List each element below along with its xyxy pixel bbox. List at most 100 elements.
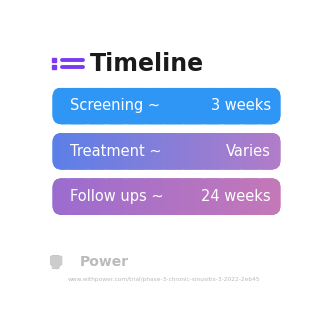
Bar	[164, 178, 167, 215]
Bar	[174, 88, 177, 124]
Bar	[87, 178, 89, 215]
Bar	[212, 178, 215, 215]
Bar	[69, 88, 72, 124]
Bar	[241, 178, 243, 215]
Bar	[214, 88, 217, 124]
Bar	[224, 133, 226, 169]
Text: Varies: Varies	[226, 144, 271, 159]
Bar	[275, 178, 277, 215]
Bar	[144, 88, 146, 124]
Bar	[132, 88, 135, 124]
Bar	[54, 133, 57, 169]
Bar	[123, 133, 125, 169]
Bar	[172, 133, 175, 169]
Bar	[271, 133, 274, 169]
Bar	[119, 133, 122, 169]
Bar	[153, 133, 156, 169]
Bar	[174, 133, 177, 169]
Bar	[71, 88, 74, 124]
Bar	[111, 133, 114, 169]
Bar	[225, 133, 228, 169]
Bar	[216, 178, 219, 215]
Bar	[161, 133, 164, 169]
Bar	[250, 133, 253, 169]
Bar	[126, 88, 129, 124]
Bar	[267, 88, 270, 124]
Bar	[237, 133, 239, 169]
Bar	[94, 133, 97, 169]
Bar	[260, 88, 262, 124]
Bar	[69, 178, 72, 215]
Bar	[246, 178, 249, 215]
Bar	[166, 133, 169, 169]
Bar	[119, 88, 122, 124]
Bar	[119, 178, 122, 215]
Bar	[96, 133, 99, 169]
Bar	[271, 178, 274, 215]
Bar	[64, 88, 67, 124]
Bar	[77, 178, 80, 215]
Bar	[273, 133, 276, 169]
Bar	[91, 88, 93, 124]
Bar	[204, 178, 207, 215]
Text: www.withpower.com/trial/phase-3-chronic-sinusitis-3-2022-2eb45: www.withpower.com/trial/phase-3-chronic-…	[68, 277, 260, 282]
Bar	[214, 178, 217, 215]
Bar	[206, 178, 209, 215]
Bar	[241, 133, 243, 169]
Bar	[243, 178, 245, 215]
Bar	[263, 88, 266, 124]
Bar	[163, 88, 165, 124]
Bar	[58, 133, 61, 169]
Text: Timeline: Timeline	[90, 52, 204, 76]
Bar	[227, 178, 230, 215]
Bar	[81, 133, 84, 169]
Bar	[218, 133, 220, 169]
Bar	[91, 178, 93, 215]
Bar	[134, 178, 137, 215]
Bar	[189, 133, 192, 169]
Bar	[149, 133, 152, 169]
Bar	[113, 178, 116, 215]
Text: Follow ups ~: Follow ups ~	[70, 189, 164, 204]
Bar	[64, 133, 67, 169]
Bar	[108, 88, 110, 124]
Bar	[243, 133, 245, 169]
Bar	[189, 88, 192, 124]
Bar	[201, 178, 203, 215]
Bar	[204, 88, 207, 124]
Bar	[71, 178, 74, 215]
Bar	[235, 133, 237, 169]
Bar	[146, 178, 148, 215]
Bar	[102, 88, 104, 124]
Bar	[142, 178, 144, 215]
Bar	[235, 88, 237, 124]
Bar	[239, 88, 241, 124]
Bar	[128, 88, 131, 124]
Bar	[218, 178, 220, 215]
Bar	[132, 178, 135, 215]
Bar	[144, 178, 146, 215]
Bar	[117, 88, 120, 124]
Bar	[157, 88, 160, 124]
Bar	[123, 88, 125, 124]
Bar	[126, 133, 129, 169]
Bar	[81, 88, 84, 124]
Bar	[85, 133, 87, 169]
Bar	[164, 88, 167, 124]
Bar	[227, 133, 230, 169]
Bar	[269, 133, 272, 169]
Bar	[229, 178, 232, 215]
Bar	[170, 88, 173, 124]
Bar	[134, 88, 137, 124]
Bar	[106, 133, 108, 169]
Bar	[68, 178, 70, 215]
Bar	[125, 88, 127, 124]
Text: ␧: ␧	[50, 255, 60, 269]
Bar	[87, 88, 89, 124]
Bar	[52, 133, 55, 169]
Bar	[267, 178, 270, 215]
Bar	[212, 88, 215, 124]
Bar	[191, 178, 194, 215]
Bar	[263, 133, 266, 169]
Bar	[186, 133, 188, 169]
